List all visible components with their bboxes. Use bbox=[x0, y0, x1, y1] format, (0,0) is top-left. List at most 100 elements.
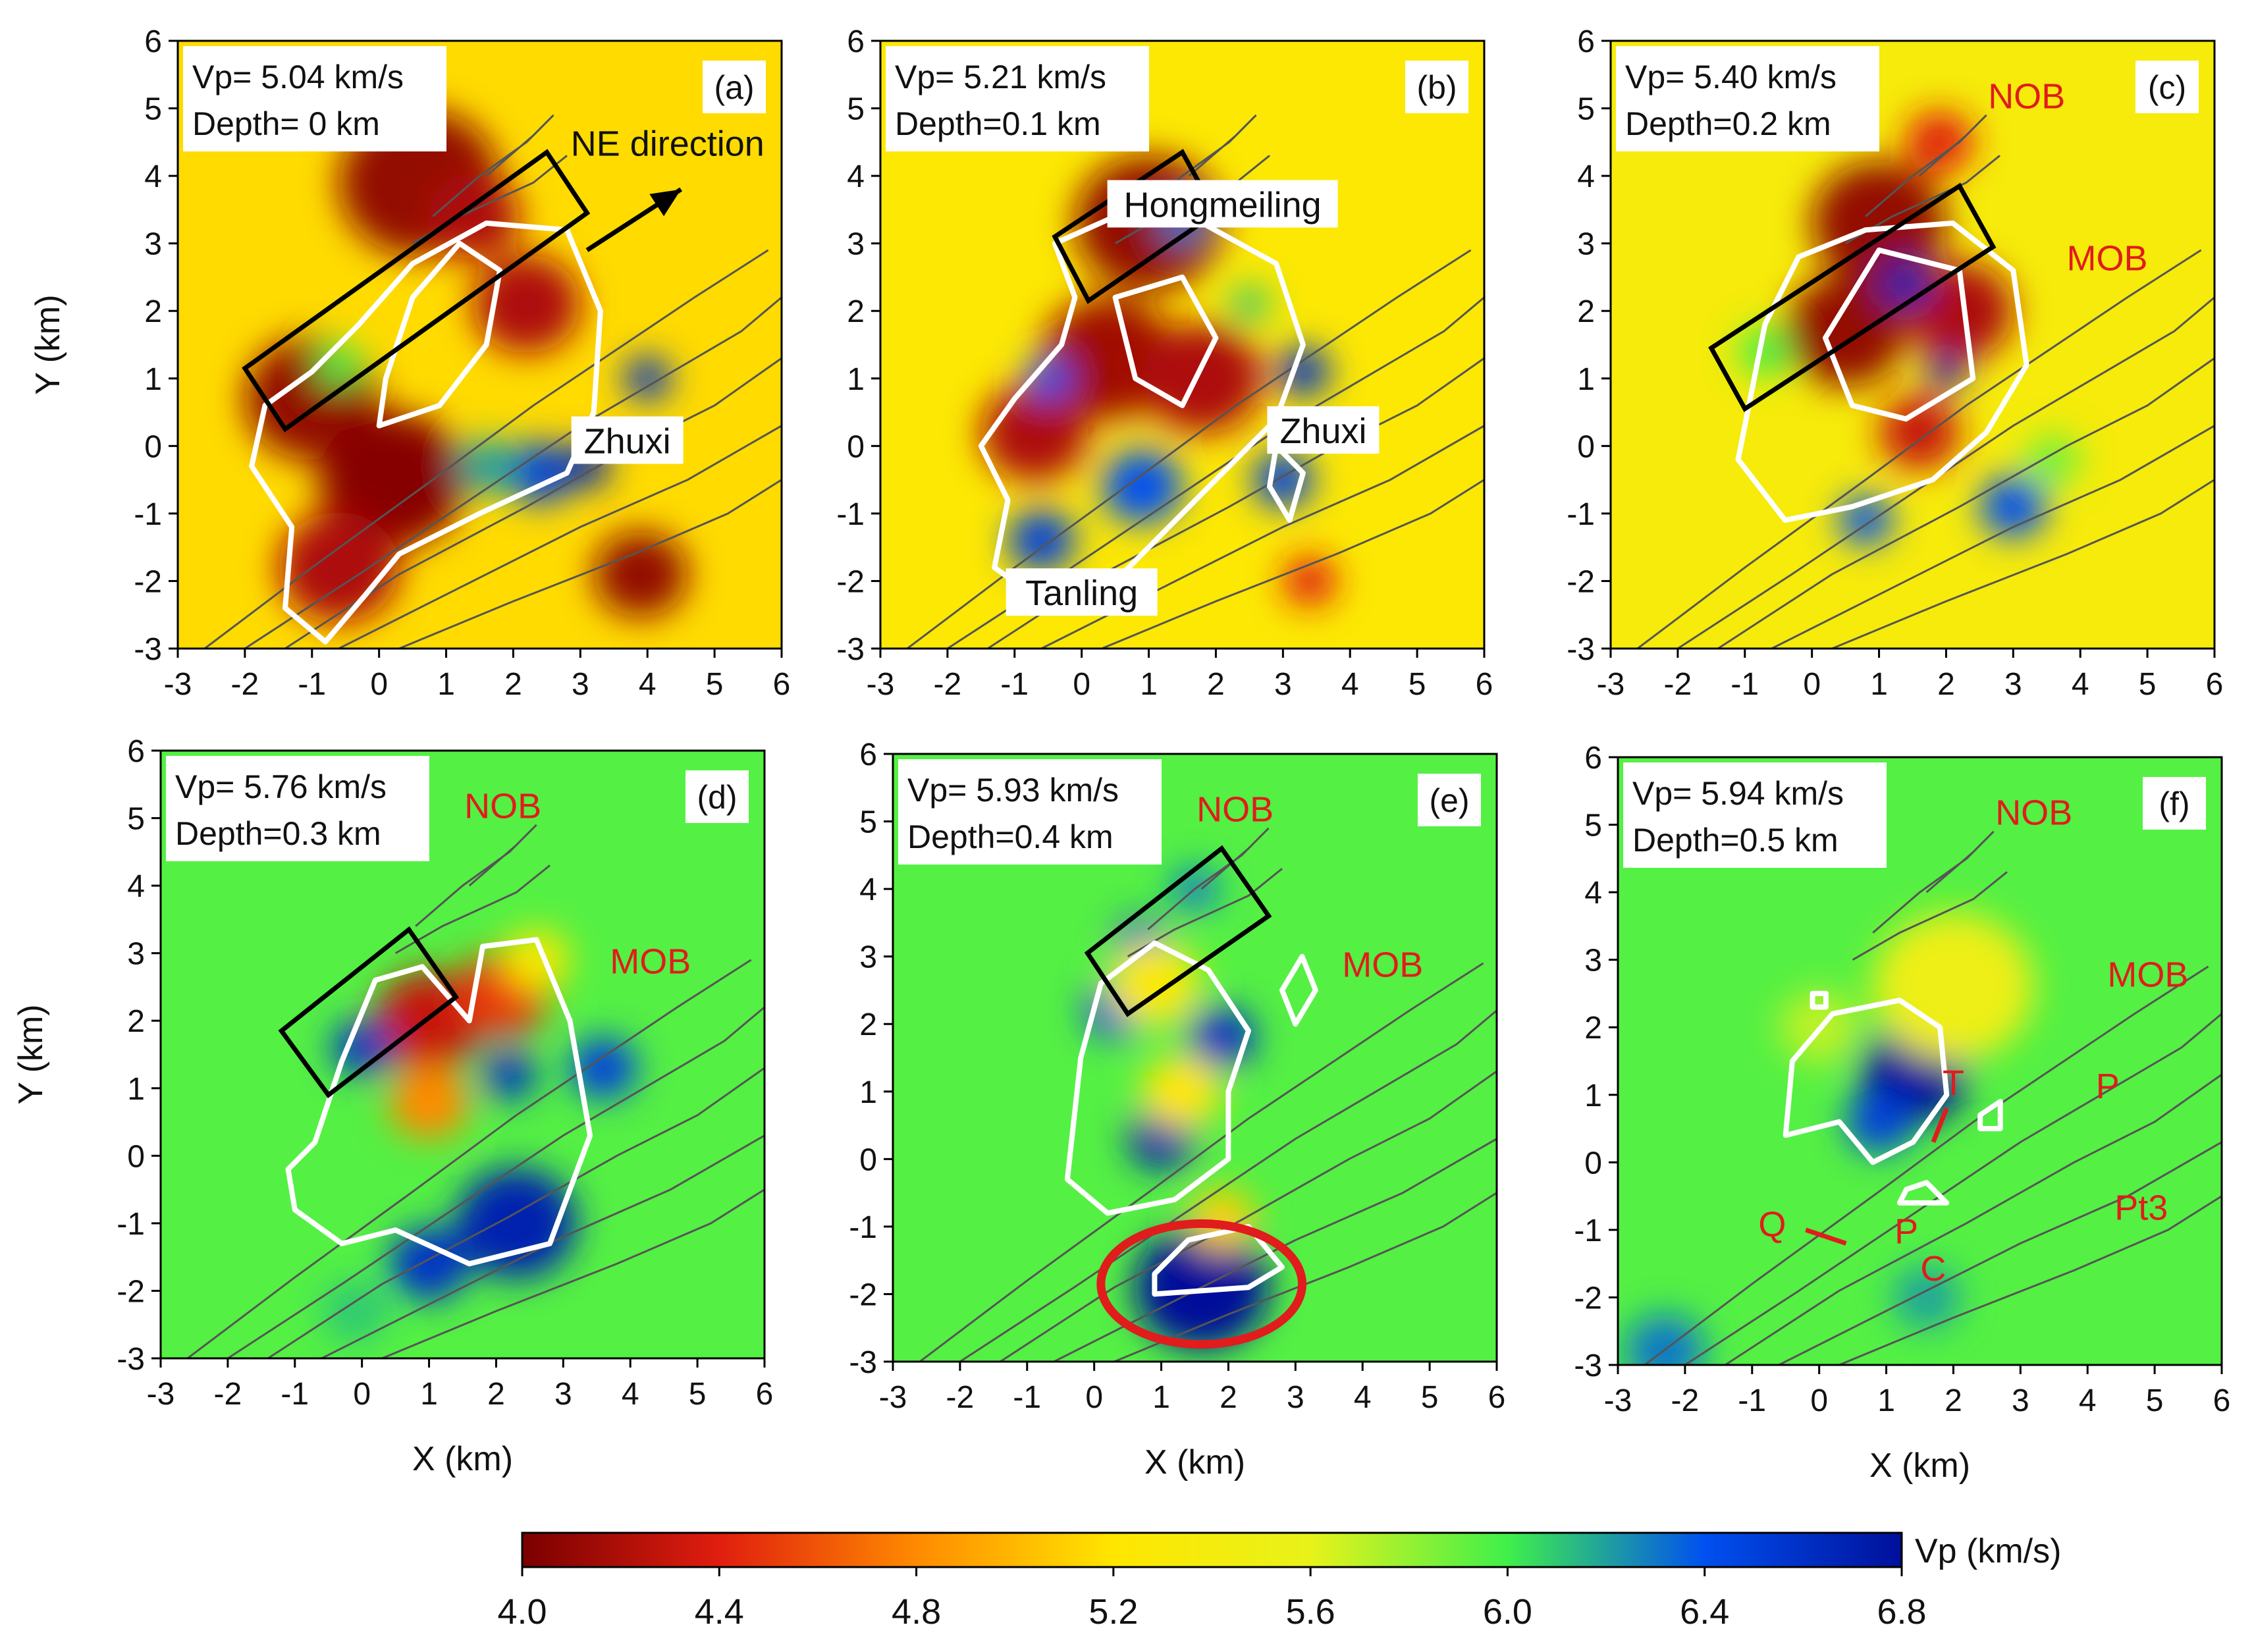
fault-line bbox=[381, 1188, 765, 1358]
panel-tag: (d) bbox=[685, 770, 749, 823]
info-box-bg bbox=[1623, 762, 1887, 868]
x-tick-label: 0 bbox=[353, 1377, 371, 1412]
geologic-label: MOB bbox=[1342, 945, 1423, 984]
y-tick-label: 0 bbox=[144, 429, 162, 464]
velocity-anomaly bbox=[321, 1280, 389, 1343]
y-tick-label: -2 bbox=[1574, 1281, 1602, 1316]
fault-line bbox=[1872, 830, 1995, 934]
y-tick-label: 1 bbox=[1577, 362, 1595, 397]
contour-line bbox=[1279, 953, 1318, 1027]
y-tick-label: 3 bbox=[859, 940, 877, 975]
tag-bg bbox=[1418, 774, 1481, 826]
y-tick-label: 1 bbox=[1584, 1079, 1602, 1113]
y-tick-label: 3 bbox=[847, 227, 865, 262]
fault-line bbox=[959, 1009, 1497, 1362]
y-tick-label: 0 bbox=[1577, 429, 1595, 464]
x-tick-label: 1 bbox=[1870, 667, 1888, 702]
contour-line bbox=[1810, 990, 1829, 1010]
x-tick-label: 0 bbox=[1085, 1380, 1103, 1415]
y-tick-label: 3 bbox=[127, 937, 145, 972]
x-tick-label: 3 bbox=[2004, 667, 2022, 702]
velocity-anomaly bbox=[456, 438, 517, 494]
vp-text: Vp= 5.04 km/s bbox=[192, 59, 404, 95]
y-tick-label: 0 bbox=[847, 429, 865, 464]
geologic-label: NOB bbox=[1995, 793, 2072, 833]
info-box: Vp= 5.40 km/s Depth=0.2 km bbox=[1616, 46, 1879, 151]
vp-text: Vp= 5.93 km/s bbox=[907, 772, 1119, 809]
y-tick-label: 4 bbox=[847, 159, 865, 194]
x-axis: -3 -2 -1 0 1 2 3 4 5 6 bbox=[867, 649, 1493, 702]
velocity-anomaly bbox=[1784, 275, 1906, 387]
contour-line bbox=[376, 240, 503, 429]
panel-tag: (f) bbox=[2143, 777, 2206, 830]
fault-lines bbox=[1636, 114, 2214, 649]
contour-line bbox=[285, 937, 593, 1267]
x-axis-title: X (km) bbox=[1144, 1443, 1245, 1481]
fault-line bbox=[1831, 479, 2214, 649]
place-label: Zhuxi bbox=[1279, 412, 1366, 451]
y-tick-label: 2 bbox=[859, 1007, 877, 1042]
y-tick-label: 5 bbox=[1577, 92, 1595, 127]
contour-line bbox=[1977, 1099, 2003, 1132]
y-tick-label: 3 bbox=[1584, 944, 1602, 978]
velocity-anomaly bbox=[331, 1020, 392, 1076]
x-tick-label: 2 bbox=[1207, 667, 1225, 702]
y-tick-label: 2 bbox=[144, 294, 162, 329]
x-tick-label: -1 bbox=[1013, 1380, 1041, 1415]
y-tick-label: 4 bbox=[127, 869, 145, 904]
fault-line bbox=[1725, 1073, 2222, 1365]
tag-text: (e) bbox=[1429, 782, 1469, 819]
velocity-anomaly bbox=[624, 356, 671, 400]
x-tick-label: 2 bbox=[487, 1377, 505, 1412]
panel-b: Hongmeiling Zhuxi Tanling Vp= 5.21 km/s Dept… bbox=[836, 24, 1493, 702]
y-axis: -3 -2 -1 0 1 2 3 4 5 6 bbox=[117, 734, 161, 1377]
x-axis: -3 -2 -1 0 1 2 3 4 5 6 bbox=[879, 1362, 1505, 1415]
x-tick-label: -2 bbox=[214, 1377, 242, 1412]
y-axis-title: Y (km) bbox=[29, 294, 67, 394]
y-tick-label: 5 bbox=[847, 92, 865, 127]
fault-line bbox=[919, 962, 1484, 1362]
x-tick-label: 4 bbox=[2079, 1383, 2097, 1418]
fault-line bbox=[432, 114, 554, 217]
x-tick-label: 0 bbox=[1803, 667, 1821, 702]
geologic-label: Pt3 bbox=[2114, 1188, 2168, 1228]
tag-bg bbox=[1405, 61, 1468, 113]
x-tick-label: -3 bbox=[1604, 1383, 1632, 1418]
fault-line bbox=[398, 479, 782, 649]
x-tick-label: -2 bbox=[231, 667, 259, 702]
geologic-label: Q bbox=[1758, 1205, 1786, 1244]
panel-f: NOB MOB T P Q P Pt3 C Vp= 5.94 km/s Depth=0.5 km (… bbox=[1574, 741, 2230, 1485]
plot-frame bbox=[159, 749, 766, 1360]
place-label: Zhuxi bbox=[584, 421, 671, 461]
tag-text: (f) bbox=[2159, 786, 2189, 822]
fault-line bbox=[1838, 1195, 2222, 1365]
y-tick-label: -3 bbox=[134, 632, 162, 667]
y-tick-label: -1 bbox=[1574, 1213, 1602, 1248]
x-tick-label: -1 bbox=[298, 667, 326, 702]
y-tick-label: -3 bbox=[1574, 1348, 1602, 1383]
profile-box bbox=[1084, 845, 1272, 1017]
x-tick-label: -1 bbox=[1000, 667, 1029, 702]
info-box: Vp= 5.04 km/s Depth= 0 km bbox=[183, 46, 446, 151]
velocity-anomaly bbox=[1873, 913, 2034, 1061]
place-label: Tanling bbox=[1025, 573, 1138, 613]
velocity-anomaly bbox=[2026, 435, 2081, 485]
x-tick-label: -1 bbox=[1731, 667, 1759, 702]
x-tick-label: 5 bbox=[689, 1377, 707, 1412]
fault-line bbox=[1852, 871, 2008, 961]
fault-line bbox=[1636, 249, 2202, 649]
info-box: Vp= 5.94 km/s Depth=0.5 km bbox=[1623, 762, 1887, 868]
fault-line bbox=[1771, 425, 2214, 649]
tag-text: (a) bbox=[714, 69, 754, 106]
tag-bg bbox=[703, 61, 766, 113]
y-tick-label: 1 bbox=[127, 1072, 145, 1107]
plot-frame bbox=[1609, 40, 2216, 650]
velocity-anomaly bbox=[389, 1065, 470, 1139]
geologic-label: NOB bbox=[1196, 790, 1274, 830]
place-label-bg bbox=[571, 416, 684, 464]
contour-line bbox=[1064, 940, 1251, 1216]
fault-line bbox=[1684, 1013, 2222, 1365]
x-tick-label: 6 bbox=[2206, 667, 2224, 702]
x-tick-label: -1 bbox=[281, 1377, 309, 1412]
y-tick-label: -3 bbox=[836, 632, 865, 667]
